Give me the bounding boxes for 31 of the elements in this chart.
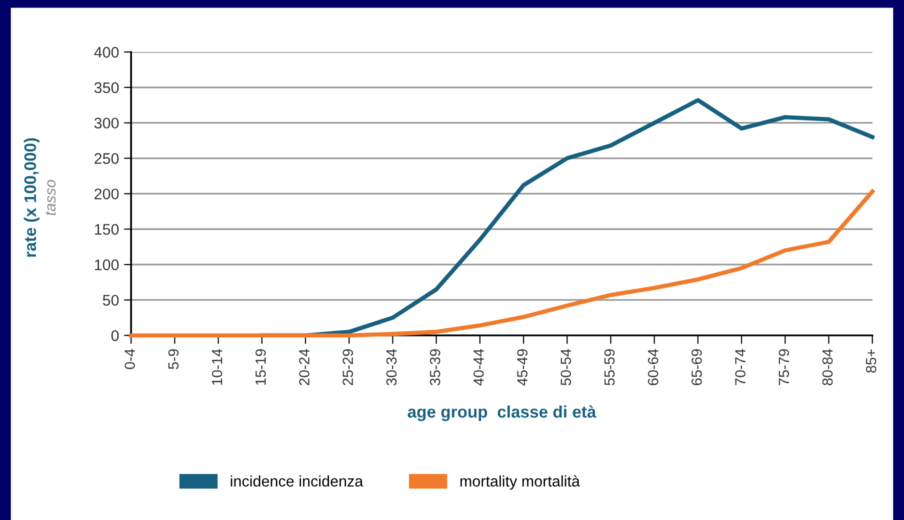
legend-label: mortality mortalità <box>460 475 580 490</box>
y-tick-label: 200 <box>94 188 119 200</box>
x-tick-label: 20-24 <box>299 349 310 386</box>
legend-label: incidence incidenza <box>230 475 364 487</box>
x-tick-label: 65-69 <box>692 349 702 386</box>
x-tick-label: 45-49 <box>517 349 528 386</box>
y-tick-label: 300 <box>94 118 119 129</box>
x-tick-label: 40-44 <box>474 349 484 386</box>
x-tick-label: 75-79 <box>778 349 790 386</box>
x-tick-label: 60-64 <box>648 349 658 386</box>
y-axis-title: rate (x 100,000) tasso <box>24 138 56 257</box>
y-tick-label: 350 <box>94 82 119 94</box>
y-tick-label: 250 <box>94 153 119 164</box>
x-tick-label: 80-84 <box>822 349 833 386</box>
x-tick-label: 70-74 <box>735 349 746 386</box>
x-tick-label: 35-39 <box>430 349 440 386</box>
x-tick-label: 5-9 <box>168 349 179 370</box>
x-tick-label: 30-34 <box>386 349 397 386</box>
x-tick-label: 85+ <box>866 349 876 373</box>
x-tick-label: 55-59 <box>604 349 615 386</box>
y-tick-label: 400 <box>94 46 119 58</box>
y-tick-label: 0 <box>111 330 119 342</box>
x-tick-label: 10-14 <box>212 349 222 385</box>
y-tick-label: 50 <box>102 294 119 306</box>
x-tick-label: 15-19 <box>255 349 266 385</box>
x-tick-label: 50-54 <box>560 349 572 386</box>
x-tick-label: 25-29 <box>342 349 354 386</box>
x-axis-title: age group classe di età <box>408 405 596 422</box>
y-tick-label: 100 <box>94 259 119 270</box>
y-tick-label: 150 <box>94 224 119 235</box>
x-tick-label: 0-4 <box>124 349 135 370</box>
